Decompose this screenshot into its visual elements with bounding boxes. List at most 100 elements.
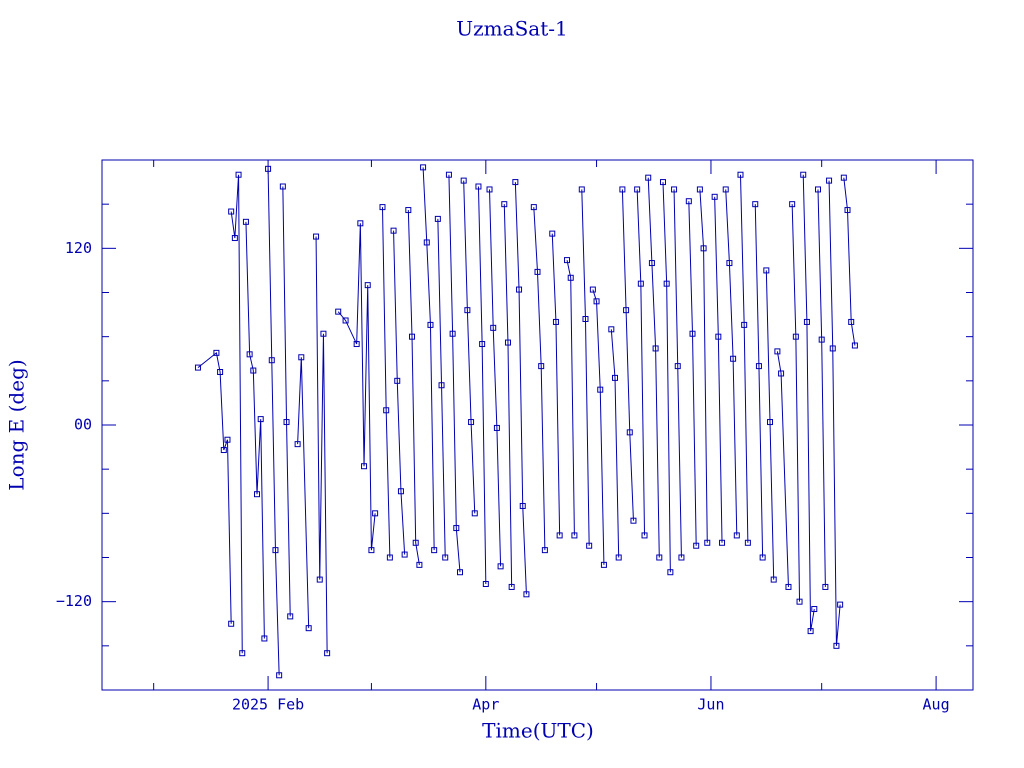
x-tick-label: Apr	[472, 696, 499, 714]
data-point	[316, 576, 323, 583]
data-line	[699, 189, 708, 543]
data-point	[818, 336, 825, 343]
x-axis-label: Time(UTC)	[482, 719, 594, 743]
data-point	[335, 308, 342, 315]
data-point	[445, 171, 452, 178]
data-point	[796, 598, 803, 605]
data-point	[298, 354, 305, 361]
data-point	[420, 164, 427, 171]
data-point	[368, 547, 375, 554]
data-line	[592, 289, 605, 565]
data-line	[503, 204, 513, 587]
data-line	[422, 167, 435, 551]
data-point	[689, 330, 696, 337]
data-line	[551, 233, 561, 536]
data-line	[610, 329, 620, 558]
data-point	[744, 539, 751, 546]
chart-title: UzmaSat-1	[456, 17, 567, 41]
data-line	[647, 177, 660, 558]
data-point	[427, 321, 434, 328]
data-point	[523, 591, 530, 598]
data-line	[581, 189, 590, 546]
data-point	[423, 239, 430, 246]
data-point	[434, 215, 441, 222]
data-point	[715, 333, 722, 340]
data-point	[453, 525, 460, 532]
data-point	[803, 318, 810, 325]
data-point	[571, 532, 578, 539]
data-line	[673, 189, 682, 558]
data-point	[497, 563, 504, 570]
x-tick-label: 2025 Feb	[232, 696, 304, 714]
data-point	[652, 345, 659, 352]
data-point	[313, 233, 320, 240]
data-point	[372, 510, 379, 517]
data-point	[578, 186, 585, 193]
data-line	[267, 168, 280, 676]
data-line	[776, 351, 789, 587]
data-point	[394, 377, 401, 384]
data-point	[600, 561, 607, 568]
data-line	[230, 174, 243, 654]
data-line	[843, 177, 856, 346]
data-point	[479, 341, 486, 348]
data-point	[630, 517, 637, 524]
data-point	[516, 286, 523, 293]
y-tick-label: 00	[74, 416, 92, 434]
data-point	[283, 419, 290, 426]
data-point	[807, 628, 814, 635]
data-point	[438, 382, 445, 389]
data-point	[538, 363, 545, 370]
data-point	[549, 230, 556, 237]
plot-area	[194, 164, 858, 679]
data-point	[848, 318, 855, 325]
data-point	[759, 554, 766, 561]
data-line	[197, 351, 232, 624]
data-point	[272, 547, 279, 554]
data-point	[235, 171, 242, 178]
data-point	[361, 463, 368, 470]
data-point	[431, 547, 438, 554]
data-point	[383, 407, 390, 414]
data-point	[305, 625, 312, 632]
data-point	[582, 316, 589, 322]
data-point	[671, 186, 678, 193]
data-point	[242, 218, 249, 225]
y-axis-label: Long E (deg)	[5, 359, 29, 490]
data-point	[287, 613, 294, 620]
data-line	[463, 180, 476, 514]
data-line	[448, 174, 461, 573]
data-point	[552, 318, 559, 325]
data-point	[449, 330, 456, 337]
data-point	[220, 447, 227, 454]
data-point	[228, 620, 235, 627]
data-point	[257, 416, 264, 423]
data-point	[623, 307, 630, 314]
data-point	[637, 280, 644, 287]
data-point	[789, 201, 796, 208]
data-point	[589, 286, 596, 293]
data-line	[688, 201, 697, 546]
data-point	[696, 186, 703, 193]
data-point	[486, 186, 493, 193]
data-line	[514, 182, 527, 595]
data-point	[755, 363, 762, 370]
data-point	[464, 307, 471, 314]
data-point	[412, 539, 419, 546]
data-point	[224, 436, 231, 443]
data-point	[800, 171, 807, 178]
data-point	[763, 267, 770, 274]
data-point	[504, 339, 511, 346]
data-point	[213, 349, 220, 356]
data-point	[475, 183, 482, 190]
data-line	[489, 189, 502, 567]
data-point	[519, 502, 526, 509]
data-point	[826, 177, 833, 184]
data-point	[468, 419, 475, 426]
data-point	[634, 186, 641, 193]
data-point	[726, 260, 733, 267]
data-point	[822, 583, 829, 590]
data-point	[833, 642, 840, 649]
data-point	[530, 204, 537, 211]
